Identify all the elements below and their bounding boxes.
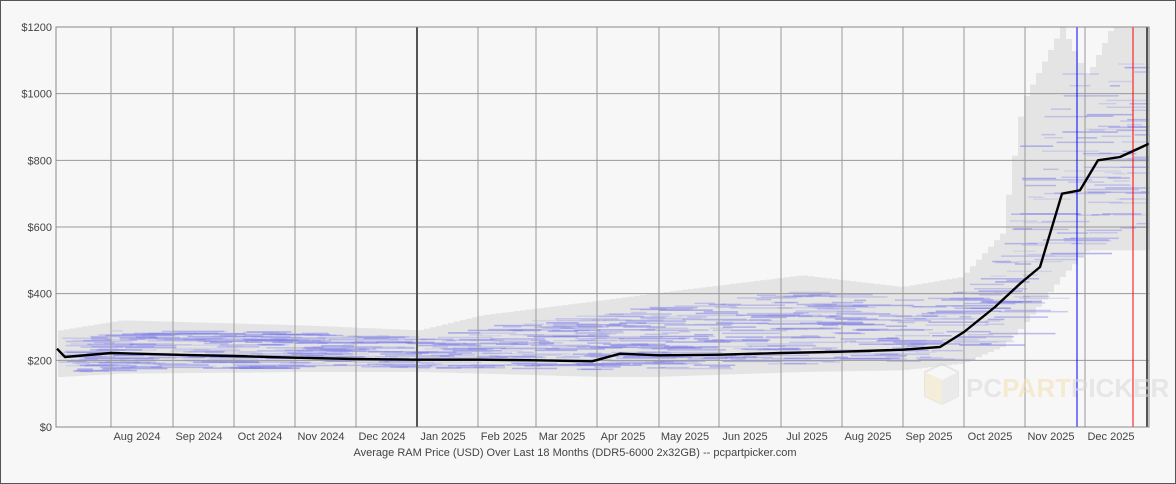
pcpartpicker-logo-icon — [924, 362, 959, 406]
chart-caption: Average RAM Price (USD) Over Last 18 Mon… — [353, 447, 796, 459]
axes — [55, 26, 1150, 428]
x-tick-label: May 2025 — [661, 431, 709, 443]
x-tick-label: Dec 2025 — [1087, 431, 1134, 443]
watermark-text: PCPARTPICKER — [966, 373, 1169, 403]
x-axis-labels: Aug 2024 Sep 2024 Oct 2024 Nov 2024 Dec 2024… — [113, 431, 1134, 443]
x-tick-label: Oct 2025 — [968, 431, 1013, 443]
price-spread-bands — [58, 27, 1150, 377]
x-tick-label: Aug 2024 — [113, 431, 160, 443]
x-tick-label: Jun 2025 — [722, 431, 767, 443]
watermark: PCPARTPICKER — [924, 362, 1169, 406]
x-tick-label: Nov 2025 — [1027, 431, 1074, 443]
x-tick-label: Oct 2024 — [238, 431, 283, 443]
x-tick-label: Jul 2025 — [786, 431, 828, 443]
average-price-line — [56, 142, 1150, 363]
x-tick-label: Feb 2025 — [481, 431, 527, 443]
x-tick-label: Nov 2024 — [297, 431, 344, 443]
marker-lines — [1076, 27, 1148, 427]
x-tick-label: Mar 2025 — [539, 431, 585, 443]
y-axis-labels: $0 $200 $400 $600 $800 $1000 $1200 — [21, 22, 52, 434]
y-tick-label: $200 — [28, 355, 52, 367]
y-tick-label: $600 — [28, 222, 52, 234]
x-tick-label: Jan 2025 — [420, 431, 465, 443]
y-tick-label: $800 — [28, 155, 52, 167]
y-tick-label: $0 — [40, 422, 52, 434]
x-tick-label: Apr 2025 — [601, 431, 646, 443]
y-tick-label: $1000 — [21, 89, 52, 101]
y-tick-label: $1200 — [21, 22, 52, 34]
x-tick-label: Sep 2024 — [175, 431, 222, 443]
x-tick-label: Dec 2024 — [358, 431, 405, 443]
y-tick-label: $400 — [28, 289, 52, 301]
x-tick-label: Sep 2025 — [905, 431, 952, 443]
x-tick-label: Aug 2025 — [844, 431, 891, 443]
